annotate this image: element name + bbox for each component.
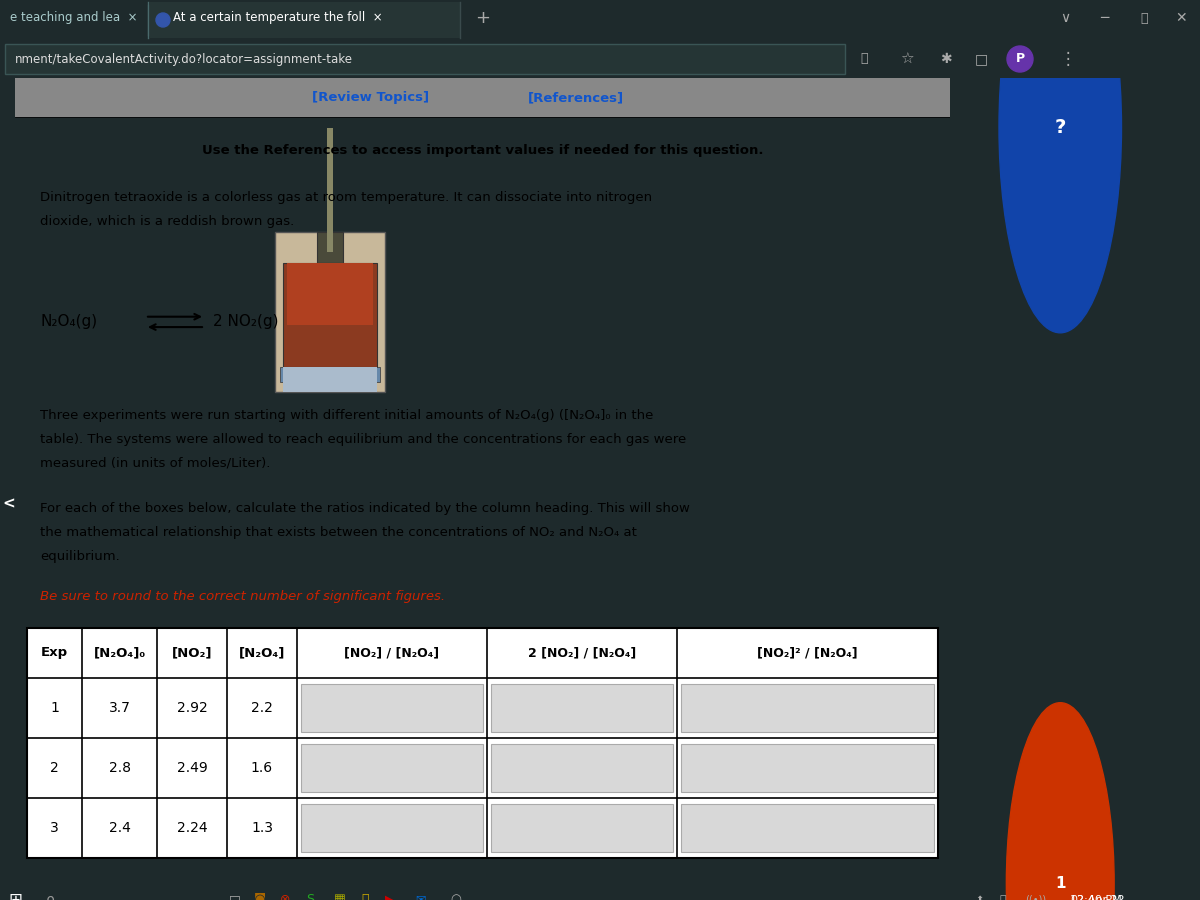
Text: ⬜: ⬜ xyxy=(1140,12,1147,24)
Text: 1.3: 1.3 xyxy=(251,822,274,835)
Text: 2: 2 xyxy=(50,761,59,775)
Bar xyxy=(301,684,482,732)
Text: [Review Topics]: [Review Topics] xyxy=(312,91,428,104)
Text: [N₂O₄]: [N₂O₄] xyxy=(239,646,286,660)
Bar xyxy=(283,263,377,366)
Bar xyxy=(280,366,380,382)
Circle shape xyxy=(1007,703,1114,900)
Text: 2.24: 2.24 xyxy=(176,822,208,835)
Text: □: □ xyxy=(974,52,988,66)
Text: e teaching and lea  ×: e teaching and lea × xyxy=(10,12,138,24)
Bar xyxy=(283,366,377,392)
Text: ∨: ∨ xyxy=(1060,11,1070,25)
Text: +: + xyxy=(475,9,490,27)
Bar xyxy=(301,744,482,792)
Text: [References]: [References] xyxy=(528,91,624,104)
Text: ⊗: ⊗ xyxy=(280,894,290,900)
Bar xyxy=(682,805,934,852)
Text: Be sure to round to the correct number of significant figures.: Be sure to round to the correct number o… xyxy=(40,590,445,603)
Text: ⓪: ⓪ xyxy=(361,894,368,900)
Circle shape xyxy=(998,0,1122,333)
Text: [N₂O₄]₀: [N₂O₄]₀ xyxy=(94,646,145,660)
Text: For each of the boxes below, calculate the ratios indicated by the column headin: For each of the boxes below, calculate t… xyxy=(40,502,690,515)
Circle shape xyxy=(1007,46,1033,72)
Text: 1: 1 xyxy=(50,701,59,715)
Text: 🔗: 🔗 xyxy=(860,52,868,66)
Text: <: < xyxy=(2,497,16,511)
Bar xyxy=(275,231,385,392)
Bar xyxy=(682,744,934,792)
Text: Dinitrogen tetraoxide is a colorless gas at room temperature. It can dissociate : Dinitrogen tetraoxide is a colorless gas… xyxy=(40,191,652,204)
Bar xyxy=(491,744,673,792)
Bar xyxy=(491,684,673,732)
Text: measured (in units of moles/Liter).: measured (in units of moles/Liter). xyxy=(40,456,270,470)
Text: ρ: ρ xyxy=(46,893,55,900)
Text: nment/takeCovalentActivity.do?locator=assignment-take: nment/takeCovalentActivity.do?locator=as… xyxy=(14,52,353,66)
Text: 2.49: 2.49 xyxy=(176,761,208,775)
Text: ▶: ▶ xyxy=(385,894,395,900)
Text: [NO₂]² / [N₂O₄]: [NO₂]² / [N₂O₄] xyxy=(757,646,858,660)
Text: ○: ○ xyxy=(450,894,461,900)
Text: 3: 3 xyxy=(50,822,59,835)
Bar xyxy=(287,263,373,325)
Text: 2.4: 2.4 xyxy=(108,822,131,835)
Text: 2.8: 2.8 xyxy=(108,761,131,775)
Text: ✱: ✱ xyxy=(940,52,952,66)
Bar xyxy=(326,128,334,252)
Bar xyxy=(491,805,673,852)
Text: ?: ? xyxy=(1055,118,1066,137)
Bar xyxy=(5,44,845,74)
Text: ☆: ☆ xyxy=(900,51,913,67)
Text: Use the References to access important values if needed for this question.: Use the References to access important v… xyxy=(202,144,763,158)
Bar xyxy=(14,78,950,117)
Text: 2.92: 2.92 xyxy=(176,701,208,715)
Text: ─: ─ xyxy=(1100,11,1109,25)
Bar xyxy=(682,684,934,732)
Text: 1.6: 1.6 xyxy=(251,761,274,775)
Bar xyxy=(150,2,460,38)
Text: 1: 1 xyxy=(1055,876,1066,891)
Text: ⋮: ⋮ xyxy=(1060,50,1076,68)
Text: 2 NO₂(g): 2 NO₂(g) xyxy=(214,314,278,329)
Text: ✕: ✕ xyxy=(1175,11,1187,25)
Text: 2.2: 2.2 xyxy=(251,701,272,715)
Text: 02-Apr-22: 02-Apr-22 xyxy=(1070,895,1124,900)
Text: the mathematical relationship that exists between the concentrations of NO₂ and : the mathematical relationship that exist… xyxy=(40,526,637,539)
Text: 🔊: 🔊 xyxy=(1000,895,1007,900)
Text: 12:40 PM: 12:40 PM xyxy=(1070,895,1122,900)
Text: dioxide, which is a reddish brown gas.: dioxide, which is a reddish brown gas. xyxy=(40,215,294,228)
Bar xyxy=(301,805,482,852)
Text: Three experiments were run starting with different initial amounts of N₂O₄(g) ([: Three experiments were run starting with… xyxy=(40,409,653,422)
Circle shape xyxy=(156,13,170,27)
Text: [NO₂]: [NO₂] xyxy=(172,646,212,660)
Text: ▦: ▦ xyxy=(334,894,346,900)
Text: ⊞: ⊞ xyxy=(8,891,22,900)
Text: ((•)): ((•)) xyxy=(1025,895,1046,900)
Text: ⬆: ⬆ xyxy=(974,895,983,900)
Bar xyxy=(317,231,343,263)
Text: equilibrium.: equilibrium. xyxy=(40,550,120,562)
Text: 3.7: 3.7 xyxy=(108,701,131,715)
Text: At a certain temperature the foll  ×: At a certain temperature the foll × xyxy=(173,12,383,24)
Text: S: S xyxy=(306,894,314,900)
Text: ✉: ✉ xyxy=(415,894,425,900)
Bar xyxy=(28,628,938,859)
Text: □: □ xyxy=(229,894,241,900)
Text: P: P xyxy=(1015,52,1025,66)
Text: [NO₂] / [N₂O₄]: [NO₂] / [N₂O₄] xyxy=(344,646,439,660)
Text: 2 [NO₂] / [N₂O₄]: 2 [NO₂] / [N₂O₄] xyxy=(528,646,636,660)
Text: Exp: Exp xyxy=(41,646,68,660)
Text: N₂O₄(g): N₂O₄(g) xyxy=(40,314,97,329)
Text: table). The systems were allowed to reach equilibrium and the concentrations for: table). The systems were allowed to reac… xyxy=(40,433,686,446)
Text: ◙: ◙ xyxy=(254,894,266,900)
